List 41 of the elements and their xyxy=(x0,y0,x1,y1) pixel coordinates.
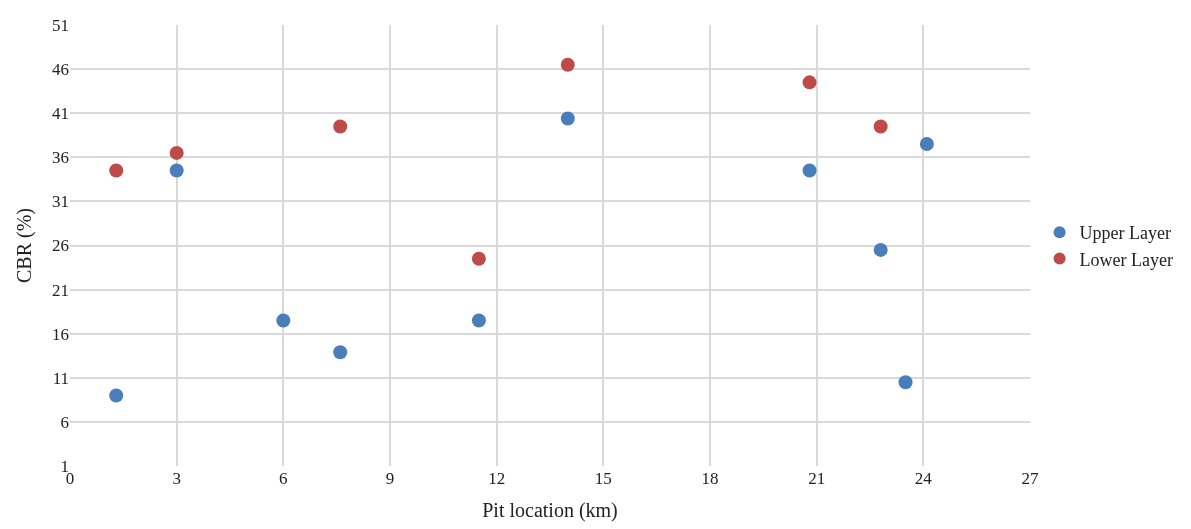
y-tick-label: 41 xyxy=(52,104,69,124)
x-tick-label: 24 xyxy=(914,469,933,488)
legend-label: Lower Layer xyxy=(1079,249,1174,270)
point xyxy=(276,313,291,328)
point xyxy=(802,163,817,178)
y-tick-label: 6 xyxy=(60,412,69,432)
point xyxy=(169,163,184,178)
point xyxy=(109,388,124,403)
y-tick-label: 26 xyxy=(52,236,69,256)
x-tick-label: 18 xyxy=(701,469,719,488)
point xyxy=(873,242,888,257)
y-axis-title: CBR (%) xyxy=(12,208,36,283)
y-tick-label: 51 xyxy=(52,15,69,35)
x-tick-label: 6 xyxy=(279,469,288,488)
x-tick-label: 9 xyxy=(385,469,395,488)
y-tick-label: 11 xyxy=(52,368,69,388)
point xyxy=(898,375,913,390)
point xyxy=(560,57,575,72)
x-tick-label: 27 xyxy=(1021,469,1039,488)
point xyxy=(109,163,124,178)
y-tick-label: 31 xyxy=(52,192,69,212)
point xyxy=(471,251,486,266)
point xyxy=(560,111,575,126)
x-tick-label: 12 xyxy=(488,469,506,488)
y-tick-label: 21 xyxy=(52,280,69,300)
x-tick-label: 21 xyxy=(808,469,826,488)
y-tick-label: 46 xyxy=(52,60,69,80)
x-axis-title: Pit location (km) xyxy=(482,498,618,522)
x-tick-label: 3 xyxy=(172,469,181,488)
y-tick-label: 16 xyxy=(52,324,69,344)
legend-label: Upper Layer xyxy=(1079,223,1172,244)
point xyxy=(471,313,486,328)
x-tick-label: 0 xyxy=(65,469,75,488)
point xyxy=(333,119,348,134)
x-tick-label: 15 xyxy=(594,469,612,488)
point xyxy=(873,119,888,134)
point xyxy=(802,75,817,90)
point xyxy=(169,145,184,160)
point xyxy=(919,137,934,152)
point xyxy=(333,345,348,360)
y-tick-label: 36 xyxy=(52,148,69,168)
